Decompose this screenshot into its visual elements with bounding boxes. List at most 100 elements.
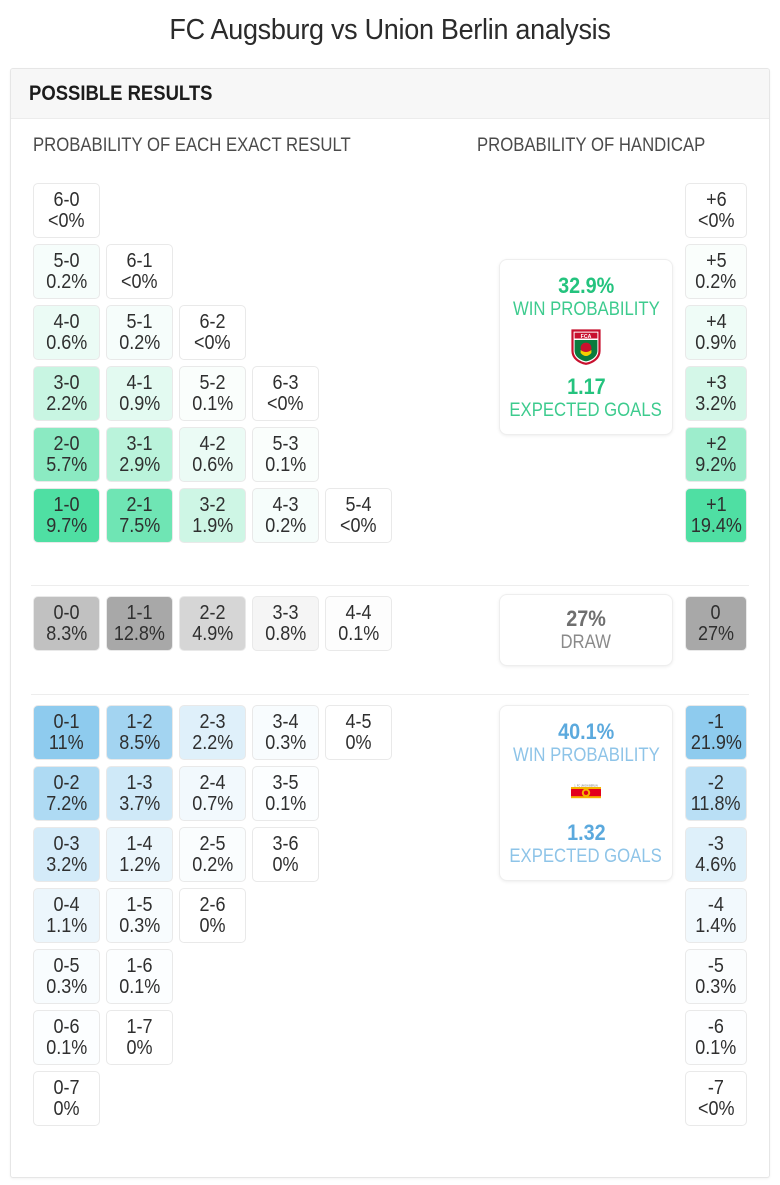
result-cell[interactable]: 4-4 0.1%: [325, 596, 392, 651]
result-cell[interactable]: 4-0 0.6%: [33, 305, 100, 360]
result-cell[interactable]: 3-5 0.1%: [252, 766, 319, 821]
result-cell[interactable]: 1-3 3.7%: [106, 766, 173, 821]
result-cell[interactable]: +4 0.9%: [685, 305, 747, 360]
result-cell[interactable]: +1 19.4%: [685, 488, 747, 543]
result-cell[interactable]: -3 4.6%: [685, 827, 747, 882]
result-cell[interactable]: 1-1 12.8%: [106, 596, 173, 651]
result-cell[interactable]: 4-3 0.2%: [252, 488, 319, 543]
result-cell-percent: 2.2%: [191, 731, 234, 754]
home-win-probability-label: WIN PROBABILITY: [512, 298, 660, 320]
result-cell[interactable]: 1-0 9.7%: [33, 488, 100, 543]
result-cell-percent: 8.5%: [118, 731, 161, 754]
result-cell-score: +5: [705, 249, 727, 272]
result-cell[interactable]: 5-1 0.2%: [106, 305, 173, 360]
result-cell-score: 2-0: [53, 432, 80, 455]
result-cell[interactable]: 1-5 0.3%: [106, 888, 173, 943]
result-cell[interactable]: 0-1 11%: [33, 705, 100, 760]
result-cell-percent: 0%: [345, 731, 372, 754]
possible-results-card: POSSIBLE RESULTS PROBABILITY OF EACH EXA…: [10, 68, 770, 1178]
result-cell-score: 1-1: [126, 601, 153, 624]
result-cell-score: -4: [707, 893, 725, 916]
home-win-probability-value: 32.9%: [557, 272, 615, 298]
result-cell-score: 0-4: [53, 893, 80, 916]
result-cell[interactable]: 1-7 0%: [106, 1010, 173, 1065]
result-cell-percent: 0.1%: [45, 1036, 88, 1059]
result-cell[interactable]: +6 <0%: [685, 183, 747, 238]
result-cell-score: 3-5: [272, 771, 299, 794]
result-cell[interactable]: 2-2 4.9%: [179, 596, 246, 651]
away-win-probability-value: 40.1%: [557, 718, 615, 744]
result-cell-percent: 0.6%: [45, 331, 88, 354]
result-cell[interactable]: -2 11.8%: [685, 766, 747, 821]
result-cell[interactable]: 4-1 0.9%: [106, 366, 173, 421]
result-cell[interactable]: -1 21.9%: [685, 705, 747, 760]
fc-augsburg-crest-icon: FCA: [571, 328, 601, 366]
result-cell[interactable]: 5-0 0.2%: [33, 244, 100, 299]
result-cell-score: 6-2: [199, 310, 226, 333]
result-cell-percent: 0%: [272, 853, 299, 876]
result-cell[interactable]: 3-6 0%: [252, 827, 319, 882]
result-cell[interactable]: -7 <0%: [685, 1071, 747, 1126]
result-cell-percent: 0%: [53, 1097, 80, 1120]
result-cell[interactable]: 4-2 0.6%: [179, 427, 246, 482]
result-cell[interactable]: -5 0.3%: [685, 949, 747, 1004]
result-cell[interactable]: 0-7 0%: [33, 1071, 100, 1126]
result-cell[interactable]: -4 1.4%: [685, 888, 747, 943]
result-cell-percent: <0%: [697, 209, 735, 232]
result-cell[interactable]: +2 9.2%: [685, 427, 747, 482]
result-cell[interactable]: 6-0 <0%: [33, 183, 100, 238]
result-cell[interactable]: 2-5 0.2%: [179, 827, 246, 882]
result-cell[interactable]: 2-1 7.5%: [106, 488, 173, 543]
result-row: 0-4 1.1% 1-5 0.3% 2-6 0%: [33, 888, 769, 943]
result-cell[interactable]: 6-1 <0%: [106, 244, 173, 299]
result-cell[interactable]: 2-4 0.7%: [179, 766, 246, 821]
result-cell[interactable]: 5-3 0.1%: [252, 427, 319, 482]
result-cell-score: 2-1: [126, 493, 153, 516]
result-cell[interactable]: 0-5 0.3%: [33, 949, 100, 1004]
result-cell-percent: <0%: [48, 209, 85, 232]
result-cell[interactable]: 4-5 0%: [325, 705, 392, 760]
result-cell[interactable]: 0 27%: [685, 596, 747, 651]
result-cell-score: 5-0: [53, 249, 80, 272]
result-cell[interactable]: 1-2 8.5%: [106, 705, 173, 760]
result-cell[interactable]: +3 3.2%: [685, 366, 747, 421]
result-cell[interactable]: 2-3 2.2%: [179, 705, 246, 760]
result-cell-score: 1-0: [53, 493, 80, 516]
result-cell[interactable]: 3-1 2.9%: [106, 427, 173, 482]
result-cell-percent: 3.2%: [695, 392, 737, 415]
result-cell-percent: 2.9%: [118, 453, 161, 476]
result-cell[interactable]: 3-4 0.3%: [252, 705, 319, 760]
result-cell[interactable]: 0-2 7.2%: [33, 766, 100, 821]
result-cell[interactable]: +5 0.2%: [685, 244, 747, 299]
result-cell[interactable]: 0-6 0.1%: [33, 1010, 100, 1065]
result-cell[interactable]: 0-3 3.2%: [33, 827, 100, 882]
result-cell[interactable]: 6-3 <0%: [252, 366, 319, 421]
result-cell[interactable]: 3-2 1.9%: [179, 488, 246, 543]
section-divider-draw-away: [31, 694, 749, 695]
result-cell[interactable]: 5-4 <0%: [325, 488, 392, 543]
result-cell[interactable]: 2-0 5.7%: [33, 427, 100, 482]
result-row: 0-1 11% 1-2 8.5% 2-3 2.2% 3-4 0.3% 4-5 0%: [33, 705, 769, 760]
result-cell-score: 1-4: [126, 832, 153, 855]
result-cell[interactable]: 5-2 0.1%: [179, 366, 246, 421]
result-cell[interactable]: 2-6 0%: [179, 888, 246, 943]
result-cell-score: 5-4: [345, 493, 372, 516]
column-heading-handicap: PROBABILITY OF HANDICAP: [477, 135, 706, 156]
result-cell-score: 4-4: [345, 601, 372, 624]
result-cell-score: +4: [705, 310, 727, 333]
result-cell-score: 4-1: [126, 371, 153, 394]
result-cell-score: 3-1: [126, 432, 153, 455]
result-cell-score: 5-1: [126, 310, 153, 333]
result-cell[interactable]: 0-4 1.1%: [33, 888, 100, 943]
result-cell[interactable]: 6-2 <0%: [179, 305, 246, 360]
result-cell[interactable]: 0-0 8.3%: [33, 596, 100, 651]
result-cell-score: 0-3: [53, 832, 80, 855]
result-cell[interactable]: 3-3 0.8%: [252, 596, 319, 651]
result-cell-percent: 0.2%: [45, 270, 88, 293]
result-cell[interactable]: -6 0.1%: [685, 1010, 747, 1065]
result-cell[interactable]: 1-6 0.1%: [106, 949, 173, 1004]
result-cell-percent: 0.9%: [695, 331, 737, 354]
result-cell-percent: 0.3%: [118, 914, 161, 937]
result-cell[interactable]: 3-0 2.2%: [33, 366, 100, 421]
result-cell[interactable]: 1-4 1.2%: [106, 827, 173, 882]
